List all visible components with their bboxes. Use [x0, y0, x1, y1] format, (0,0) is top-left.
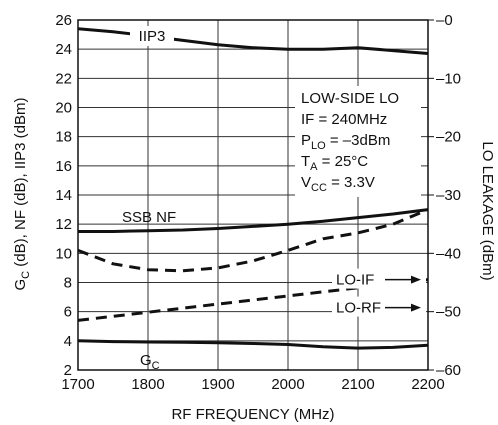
left-axis-title: GC (dB), NF (dB), IIP3 (dBm)	[12, 98, 32, 291]
left-tick-label: 10	[55, 245, 72, 262]
x-tick-label: 1800	[131, 376, 164, 393]
condition-line: TA = 25°C	[301, 153, 368, 173]
lo-if-line	[77, 208, 429, 273]
x-tick-label: 2100	[341, 376, 374, 393]
left-axis-title-rest: (dB), NF (dB), IIP3 (dBm)	[12, 98, 29, 271]
condition-main: V	[301, 174, 311, 191]
right-tick-label: –20	[436, 129, 461, 146]
annotations: IIP3 SSB NF GC LOW-SIDE LO IF = 240MHz PLO = …	[122, 26, 426, 372]
lo-if-arrow-head	[411, 275, 421, 284]
left-tick-label: 4	[64, 333, 72, 350]
condition-sub: CC	[311, 182, 327, 194]
right-tick-label: –60	[436, 362, 461, 379]
lo-if-label: LO-IF	[336, 272, 374, 289]
left-tick-label: 22	[55, 70, 72, 87]
condition-line: VCC = 3.3V	[301, 174, 375, 194]
left-tick-label: 18	[55, 129, 72, 146]
right-tick-label: –0	[436, 12, 453, 29]
x-axis-title: RF FREQUENCY (MHz)	[171, 406, 334, 423]
conditions-box	[295, 86, 421, 197]
condition-rest: = 3.3V	[327, 174, 375, 191]
ssb-nf-label: SSB NF	[122, 209, 176, 226]
left-tick-label: 24	[55, 41, 72, 58]
condition-main: T	[301, 153, 310, 170]
gc-label: GC	[140, 352, 160, 372]
right-tick-label: –30	[436, 187, 461, 204]
left-tick-label: 20	[55, 100, 72, 117]
right-tick-label: –10	[436, 70, 461, 87]
left-tick-label: 26	[55, 12, 72, 29]
left-tick-label: 12	[55, 216, 72, 233]
lo-rf-label: LO-RF	[336, 300, 381, 317]
right-tick-label: –40	[436, 245, 461, 262]
x-tick-label: 2000	[271, 376, 304, 393]
condition-line: IF = 240MHz	[301, 111, 387, 128]
lo-if-label-bg	[332, 268, 426, 289]
condition-line: LOW-SIDE LO	[301, 90, 399, 107]
left-tick-label: 6	[64, 304, 72, 321]
ssb-nf-line	[78, 208, 429, 233]
x-tick-label: 2200	[411, 376, 444, 393]
condition-main: LOW-SIDE LO	[301, 90, 399, 107]
right-tick-label: –50	[436, 304, 461, 321]
left-axis-title-main: G	[12, 279, 29, 291]
condition-main: P	[301, 132, 311, 149]
iip3-label-bg	[130, 26, 174, 47]
x-tick-label: 1900	[201, 376, 234, 393]
left-tick-label: 2	[64, 362, 72, 379]
left-axis-title-sub: C	[20, 271, 32, 279]
lo-rf-label-bg	[332, 296, 426, 317]
lo-rf-arrow-head	[411, 303, 421, 312]
right-axis-title: LO LEAKAGE (dBm)	[479, 141, 496, 280]
left-tick-label: 14	[55, 187, 72, 204]
gc-label-sub: C	[152, 360, 160, 372]
gc-label-main: G	[140, 352, 152, 369]
left-tick-label: 16	[55, 158, 72, 175]
iip3-label: IIP3	[139, 28, 166, 45]
condition-sub: LO	[311, 140, 326, 152]
tick-labels: 1700 1800 1900 2000 2100 22002468101214161820…	[55, 12, 461, 393]
condition-line: PLO = –3dBm	[301, 132, 390, 152]
condition-rest: = 25°C	[318, 153, 369, 170]
gc-line	[77, 339, 429, 350]
left-tick-label: 8	[64, 275, 72, 292]
condition-main: IF = 240MHz	[301, 111, 387, 128]
condition-sub: A	[310, 161, 318, 173]
condition-rest: = –3dBm	[326, 132, 391, 149]
x-tick-label: 1700	[61, 376, 94, 393]
